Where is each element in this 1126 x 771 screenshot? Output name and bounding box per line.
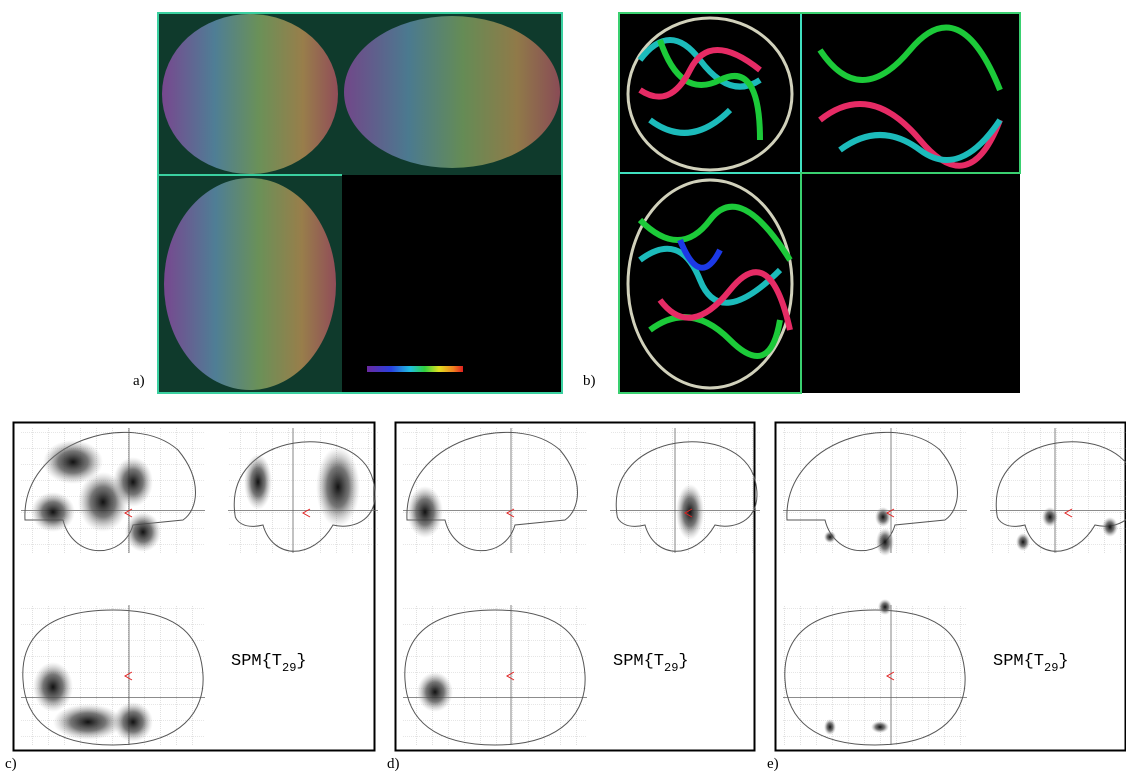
spm-panel: SPM{T29} [396,423,761,751]
panel-label: e) [767,756,779,771]
stat-label: SPM{T29} [993,652,1069,675]
stat-label-part: SPM{T [993,652,1044,671]
stat-label: SPM{T29} [613,652,689,675]
spm-panel: SPM{T29} [14,423,379,751]
activation-blob [113,702,153,742]
stat-label-part: SPM{T [613,652,664,671]
activation-blob [1042,507,1058,527]
stat-label-part: SPM{T [231,652,282,671]
glass-grid [783,428,967,553]
activation-blob [1016,533,1030,551]
panel-label: b) [583,373,596,389]
activation-blob [417,672,453,712]
stat-label: SPM{T29} [231,652,307,675]
activation-blob [824,531,836,543]
spm-panel: SPM{T29} [776,423,1126,751]
stat-label-part: 29 [282,661,296,675]
activation-blob [125,512,161,552]
activation-blob [878,599,892,615]
panel-label: c) [5,756,17,771]
activation-blob [244,454,272,510]
panel-label: d) [387,756,400,771]
activation-blob [875,507,891,527]
activation-blob [824,719,836,735]
activation-blob [1102,517,1118,537]
stat-label-part: 29 [1044,661,1058,675]
panel-label: a) [133,373,145,389]
stat-label-part: } [1058,652,1068,671]
activation-blob [871,721,889,733]
stat-label-part: 29 [664,661,678,675]
activation-blob [33,662,73,712]
activation-blob [113,457,153,507]
figure: a) b) SPM{T29}c)SPM{T29}d)SPM{T29}e) [0,0,1126,771]
activation-blob [876,528,894,556]
stat-label-part: } [678,652,688,671]
activation-blob [676,484,704,540]
stat-label-part: } [296,652,306,671]
activation-blob [407,486,443,538]
activation-blob [31,492,75,532]
activation-blob [53,704,123,740]
panel-a-image [158,13,562,393]
panel-b-image [619,13,1020,393]
activation-blob [316,447,360,527]
